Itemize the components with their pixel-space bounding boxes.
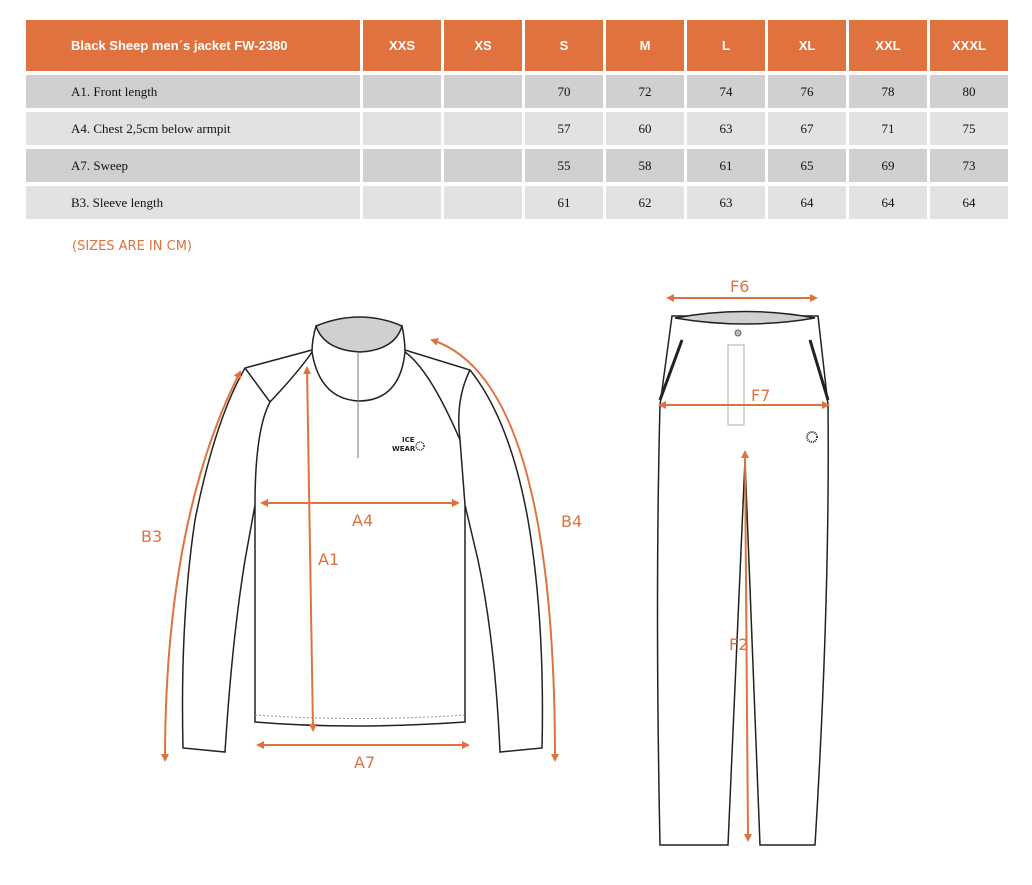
size-header-xxs: XXS	[363, 20, 441, 71]
table-row: A4. Chest 2,5cm below armpit 57 60 63 67 71 75	[26, 112, 1008, 145]
size-header-m: M	[606, 20, 684, 71]
label-a4: A4	[352, 511, 373, 530]
size-value: 63	[687, 186, 765, 219]
svg-text:WEAR: WEAR	[392, 445, 416, 453]
size-value: 70	[525, 75, 603, 108]
size-value	[363, 75, 441, 108]
size-chart-table: Black Sheep men´s jacket FW-2380 XXS XS S M…	[23, 16, 1011, 223]
measurement-label: B3. Sleeve length	[26, 186, 360, 219]
size-value: 62	[606, 186, 684, 219]
size-value: 64	[930, 186, 1008, 219]
size-header-l: L	[687, 20, 765, 71]
svg-text:ICE: ICE	[402, 436, 415, 444]
jacket-measure-arrows	[161, 338, 559, 762]
size-value: 71	[849, 112, 927, 145]
size-value: 74	[687, 75, 765, 108]
size-value	[444, 186, 522, 219]
size-header-xxl: XXL	[849, 20, 927, 71]
table-row: A7. Sweep 55 58 61 65 69 73	[26, 149, 1008, 182]
size-value: 69	[849, 149, 927, 182]
size-value: 61	[525, 186, 603, 219]
table-title: Black Sheep men´s jacket FW-2380	[26, 20, 360, 71]
size-value: 63	[687, 112, 765, 145]
size-value: 65	[768, 149, 846, 182]
size-value: 60	[606, 112, 684, 145]
size-header-xs: XS	[444, 20, 522, 71]
size-value	[444, 75, 522, 108]
size-header-xxxl: XXXL	[930, 20, 1008, 71]
size-value: 61	[687, 149, 765, 182]
measurement-label: A7. Sweep	[26, 149, 360, 182]
label-b3: B3	[141, 527, 162, 546]
label-a7: A7	[354, 753, 375, 772]
size-value: 72	[606, 75, 684, 108]
size-header-xl: XL	[768, 20, 846, 71]
label-b4: B4	[561, 512, 582, 531]
size-value	[363, 112, 441, 145]
table-header-row: Black Sheep men´s jacket FW-2380 XXS XS S M…	[26, 20, 1008, 71]
size-value: 73	[930, 149, 1008, 182]
size-value	[444, 112, 522, 145]
size-value: 64	[768, 186, 846, 219]
size-value: 67	[768, 112, 846, 145]
pants-measure-arrows	[658, 294, 830, 842]
size-value	[363, 149, 441, 182]
pants-logo-icon	[806, 431, 818, 443]
size-value: 55	[525, 149, 603, 182]
pants-drawing	[656, 310, 830, 846]
size-value: 76	[768, 75, 846, 108]
measurement-label: A1. Front length	[26, 75, 360, 108]
size-value: 78	[849, 75, 927, 108]
measurement-label: A4. Chest 2,5cm below armpit	[26, 112, 360, 145]
jacket-drawing	[181, 316, 544, 753]
label-a1: A1	[318, 550, 339, 569]
size-value: 58	[606, 149, 684, 182]
label-f6: F6	[730, 277, 749, 296]
size-value	[444, 149, 522, 182]
label-f2: F2	[729, 635, 748, 654]
table-row: A1. Front length 70 72 74 76 78 80	[26, 75, 1008, 108]
size-value: 75	[930, 112, 1008, 145]
size-value: 57	[525, 112, 603, 145]
label-f7: F7	[751, 386, 770, 405]
table-row: B3. Sleeve length 61 62 63 64 64 64	[26, 186, 1008, 219]
size-value: 80	[930, 75, 1008, 108]
size-value: 64	[849, 186, 927, 219]
size-value	[363, 186, 441, 219]
ice-wear-logo: ICE WEAR	[392, 436, 425, 453]
units-note: (SIZES ARE IN CM)	[72, 239, 192, 254]
size-header-s: S	[525, 20, 603, 71]
